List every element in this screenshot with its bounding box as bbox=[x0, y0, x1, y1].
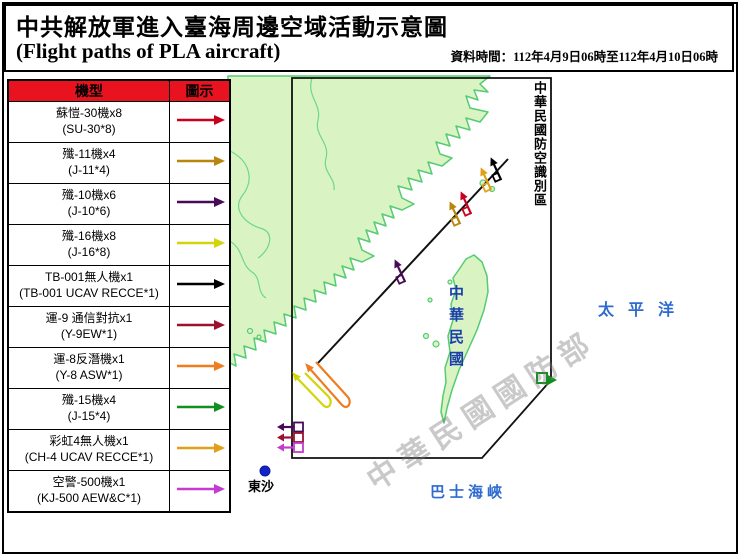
aircraft-name: 運-9 通信對抗x1 bbox=[45, 311, 133, 326]
legend-row-y9ew: 運-9 通信對抗x1 (Y-9EW*1) bbox=[7, 306, 231, 348]
flight-loop-y8asw bbox=[305, 361, 351, 409]
aircraft-name-en: (KJ-500 AEW&C*1) bbox=[36, 491, 142, 505]
aircraft-name-en: (Y-9EW*1) bbox=[60, 327, 118, 341]
dongsha-dot bbox=[259, 465, 271, 477]
aircraft-legend-table: 機型 圖示 蘇愷-30機x8 (SU-30*8) 殲-11機x4 (J-11*4) … bbox=[7, 79, 231, 513]
legend-row-kj500: 空警-500機x1 (KJ-500 AEW&C*1) bbox=[7, 470, 231, 513]
legend-arrow-icon bbox=[176, 196, 225, 207]
legend-arrow-icon bbox=[176, 319, 225, 330]
legend-header-type: 機型 bbox=[7, 79, 170, 102]
flight-arrow-j11 bbox=[443, 198, 465, 228]
aircraft-name: 運-8反潛機x1 bbox=[53, 352, 125, 367]
inland-boundary-line bbox=[227, 149, 271, 259]
legend-arrow-icon bbox=[176, 442, 225, 453]
legend-header-symbol: 圖示 bbox=[169, 79, 231, 102]
aircraft-name-en: (J-16*8) bbox=[67, 245, 111, 259]
aircraft-name: 蘇愷-30機x8 bbox=[55, 106, 123, 121]
flight-arrow-j10-corner bbox=[275, 421, 305, 433]
adiz-boundary bbox=[291, 77, 552, 459]
pacific-ocean-label: 太平洋 bbox=[598, 302, 689, 319]
aircraft-name-en: (J-10*6) bbox=[67, 204, 111, 218]
bashi-channel-label: 巴士海峽 bbox=[430, 484, 507, 501]
mainland-landmass bbox=[227, 75, 491, 367]
aircraft-name: 彩虹4無人機x1 bbox=[49, 434, 129, 449]
dongsha-label: 東沙 bbox=[248, 479, 275, 494]
legend-row-tb001: TB-001無人機x1 (TB-001 UCAV RECCE*1) bbox=[7, 265, 231, 307]
aircraft-name-en: (J-11*4) bbox=[68, 163, 110, 177]
title-box: 中共解放軍進入臺海周邊空域活動示意圖 (Flight paths of PLA … bbox=[4, 4, 734, 72]
legend-arrow-icon bbox=[176, 155, 225, 166]
legend-row-ch4: 彩虹4無人機x1 (CH-4 UCAV RECCE*1) bbox=[7, 429, 231, 471]
strait-median-line bbox=[317, 158, 509, 364]
page-title: 中共解放軍進入臺海周邊空域活動示意圖 bbox=[16, 15, 448, 40]
aircraft-name: 殲-11機x4 bbox=[62, 147, 116, 162]
flight-marker-j15 bbox=[536, 372, 557, 386]
flight-arrow-tb001 bbox=[484, 154, 506, 184]
flight-loop-j16 bbox=[292, 372, 332, 409]
legend-row-y8asw: 運-8反潛機x1 (Y-8 ASW*1) bbox=[7, 347, 231, 389]
legend-arrow-icon bbox=[176, 360, 225, 371]
aircraft-name-en: (Y-8 ASW*1) bbox=[55, 368, 123, 382]
legend-row-j11: 殲-11機x4 (J-11*4) bbox=[7, 142, 231, 184]
flight-arrow-kj500 bbox=[275, 441, 305, 454]
aircraft-name: 殲-15機x4 bbox=[61, 393, 117, 408]
inland-boundary-line bbox=[227, 239, 267, 299]
data-time-range: 資料時間：112年4月9日06時至112年4月10日06時 bbox=[450, 50, 718, 64]
inland-boundary-line bbox=[310, 77, 335, 191]
legend-header-row: 機型 圖示 bbox=[7, 79, 231, 102]
aircraft-name-en: (SU-30*8) bbox=[62, 122, 116, 136]
flight-arrow-y9ew bbox=[275, 431, 305, 444]
legend-arrow-icon bbox=[176, 237, 225, 248]
aircraft-name: 空警-500機x1 bbox=[52, 475, 126, 490]
taiwan-label: 中華民國 bbox=[447, 285, 464, 373]
flight-arrow-j10-median bbox=[388, 256, 410, 286]
legend-row-j15: 殲-15機x4 (J-15*4) bbox=[7, 388, 231, 430]
aircraft-name-en: (CH-4 UCAV RECCE*1) bbox=[24, 450, 154, 464]
aircraft-name-en: (TB-001 UCAV RECCE*1) bbox=[19, 286, 159, 300]
aircraft-name-en: (J-15*4) bbox=[67, 409, 111, 423]
aircraft-name: 殲-10機x6 bbox=[61, 188, 117, 203]
legend-arrow-icon bbox=[176, 401, 225, 412]
aircraft-name: 殲-16機x8 bbox=[61, 229, 117, 244]
legend-row-j10: 殲-10機x6 (J-10*6) bbox=[7, 183, 231, 225]
page-title-english: (Flight paths of PLA aircraft) bbox=[16, 39, 281, 63]
aircraft-name: TB-001無人機x1 bbox=[44, 270, 134, 285]
taiwan-island bbox=[440, 254, 489, 424]
legend-arrow-icon bbox=[176, 114, 225, 125]
legend-row-su30: 蘇愷-30機x8 (SU-30*8) bbox=[7, 101, 231, 143]
legend-arrow-icon bbox=[176, 278, 225, 289]
legend-row-j16: 殲-16機x8 (J-16*8) bbox=[7, 224, 231, 266]
adiz-label: 中華民國防空識別區 bbox=[532, 81, 547, 207]
legend-arrow-icon bbox=[176, 483, 225, 494]
